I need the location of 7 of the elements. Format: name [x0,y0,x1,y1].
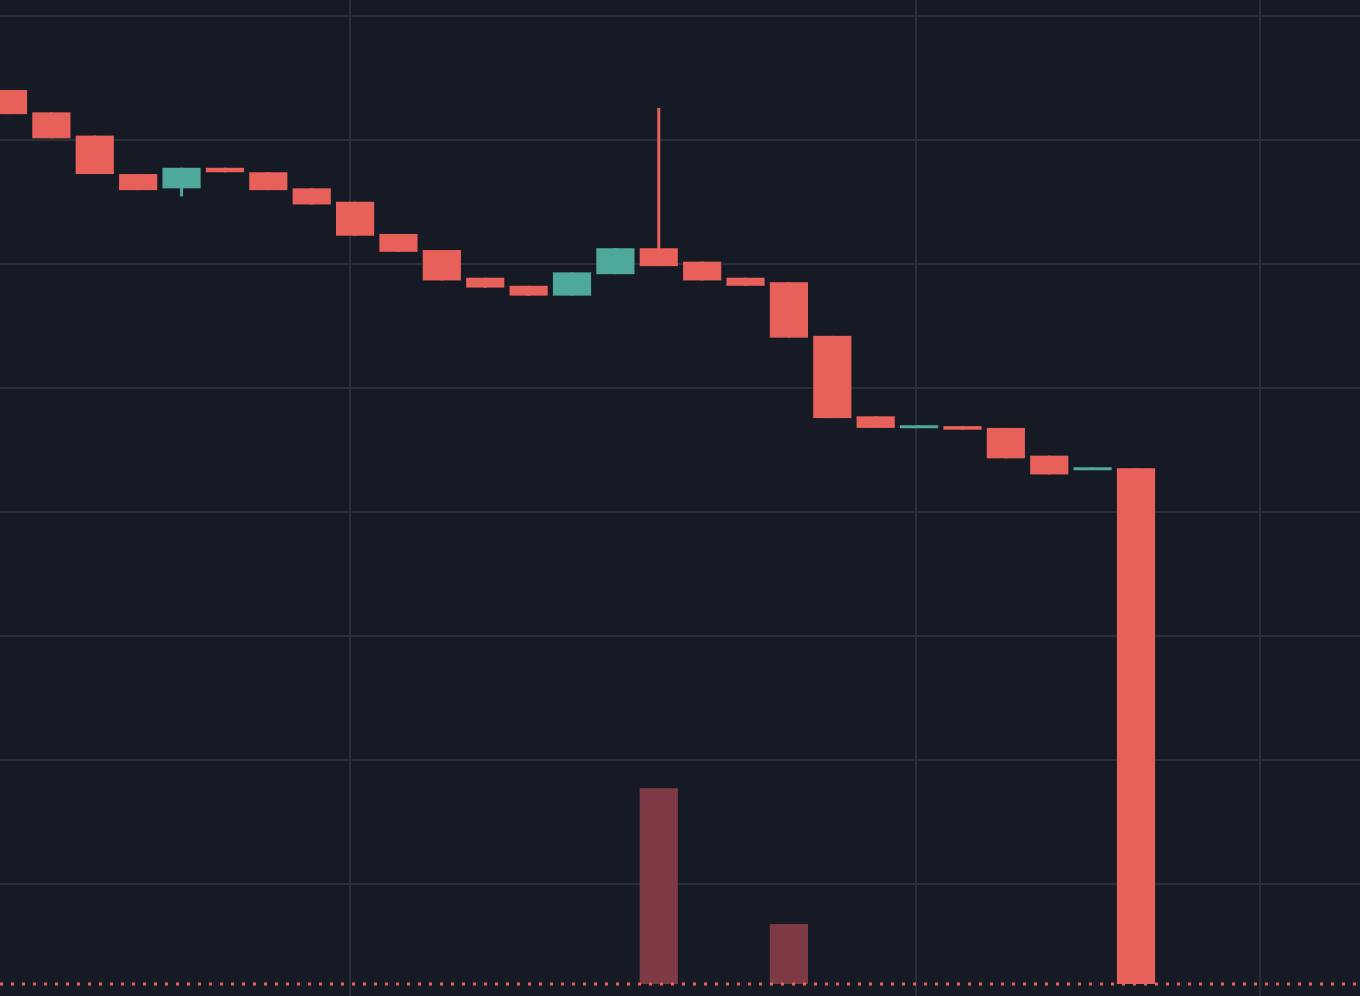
candlestick [596,246,635,276]
candlestick [32,110,71,140]
candlestick [639,106,678,268]
candlestick [162,166,201,198]
candlestick [335,200,375,238]
candlestick [552,270,592,298]
candlestick [422,248,461,282]
